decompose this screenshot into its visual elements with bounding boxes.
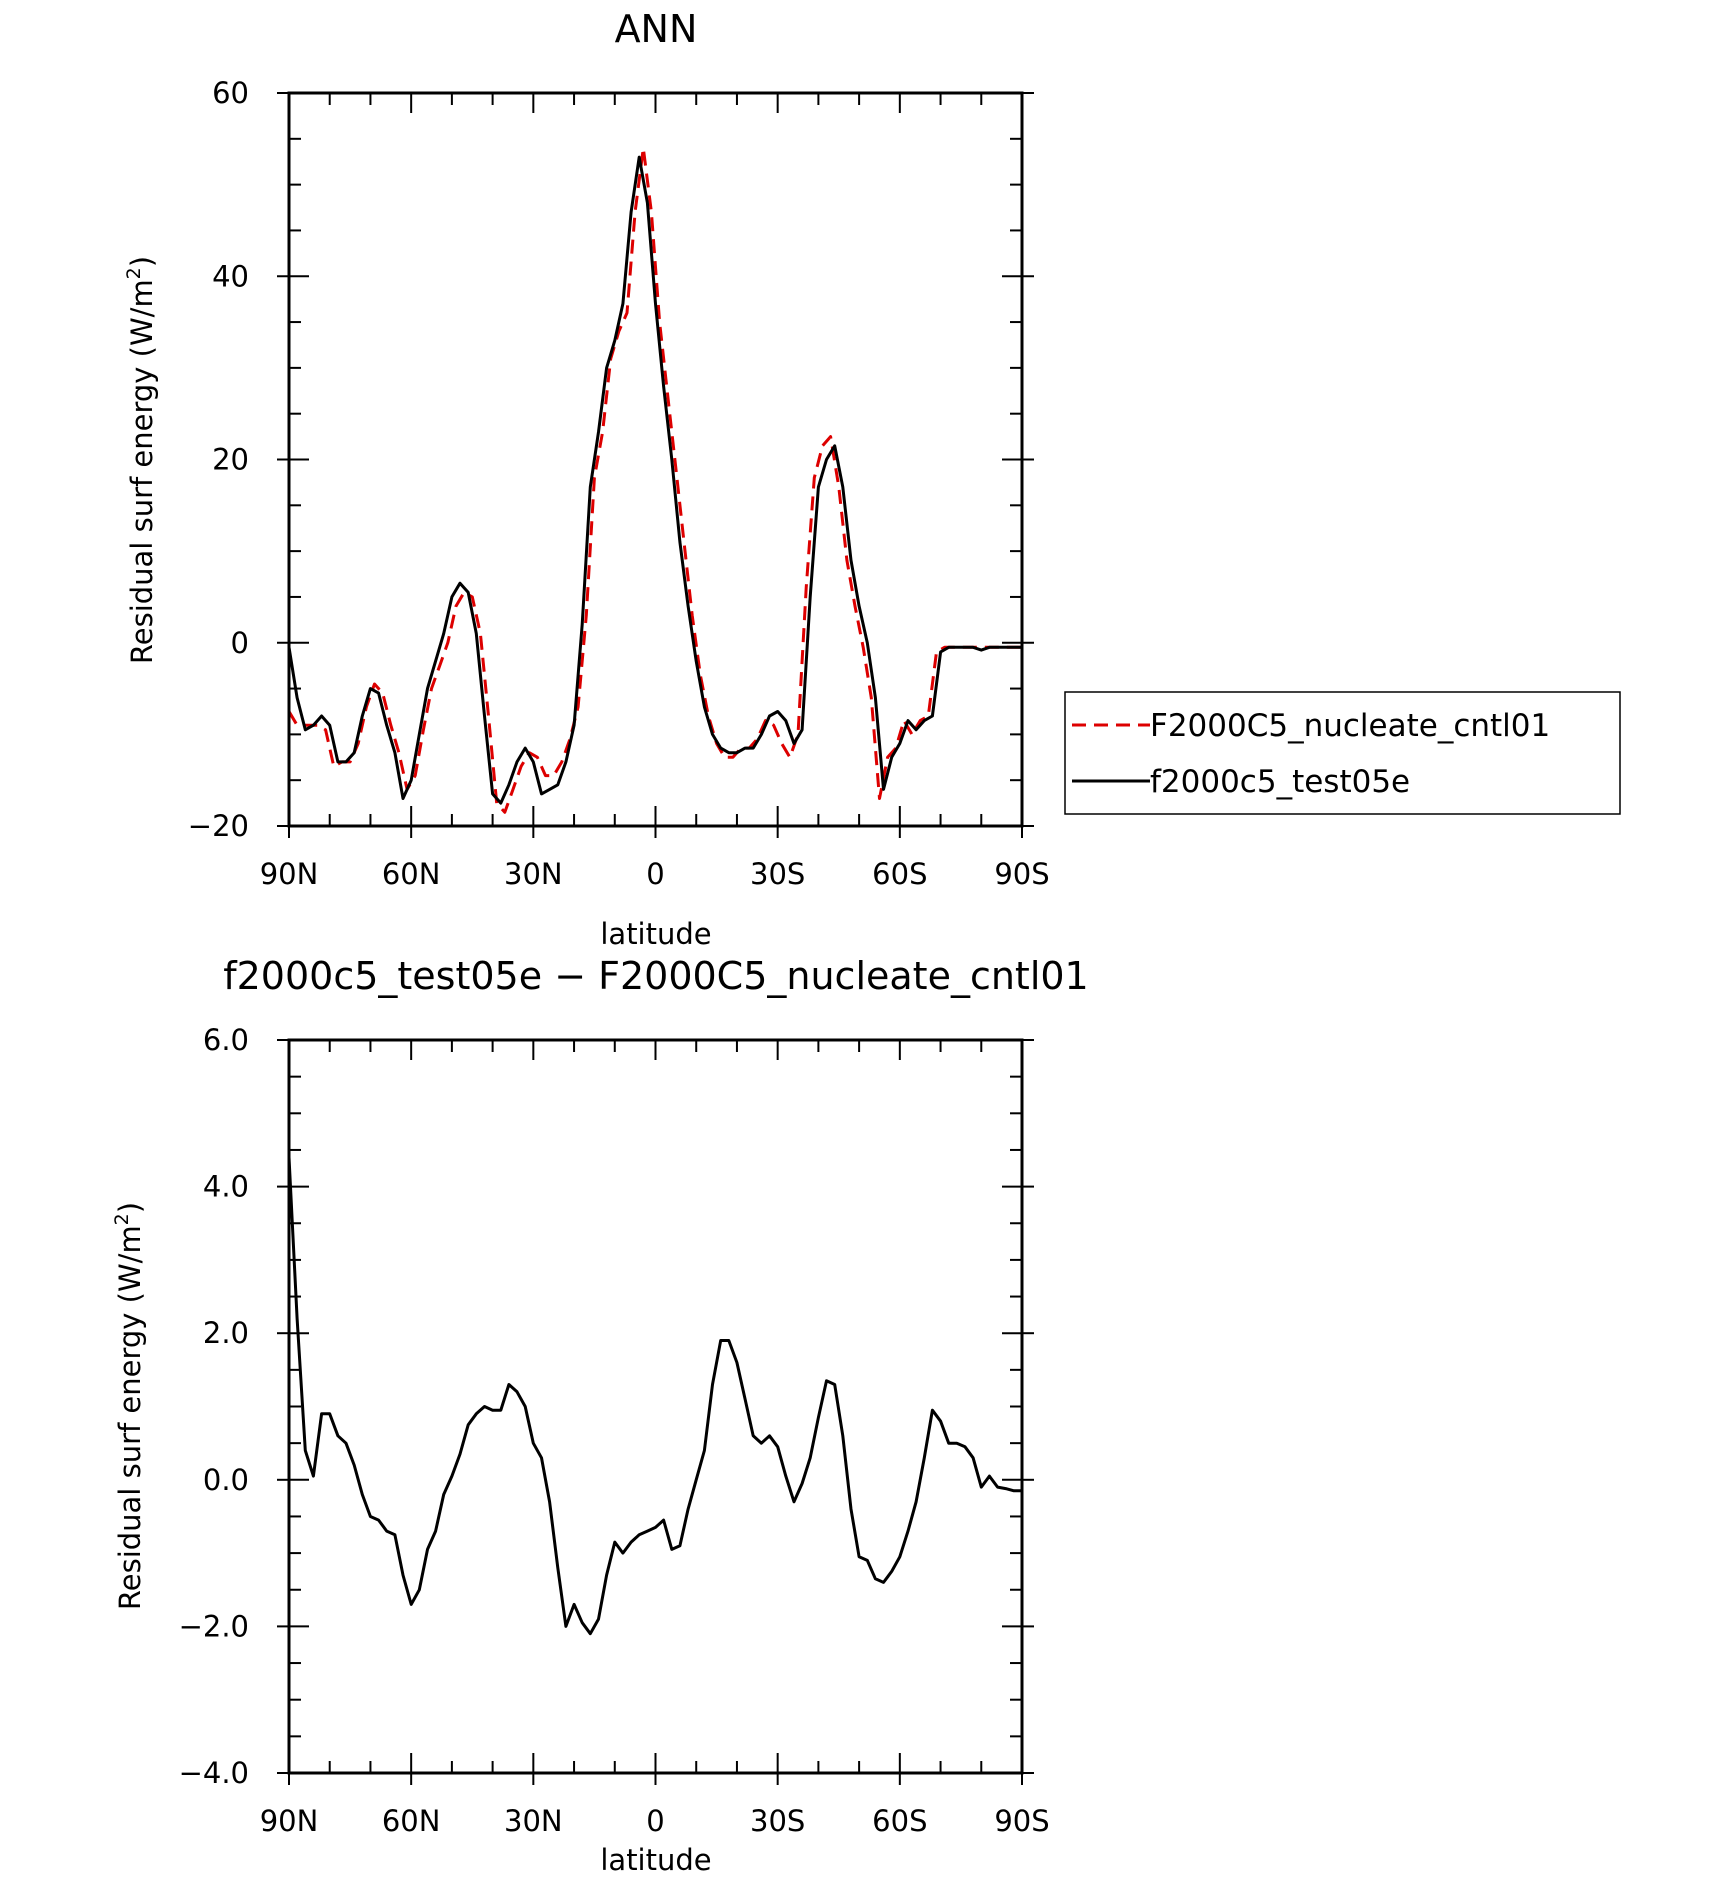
top-x-tick-labels: 90N 60N 30N 0 30S 60S 90S <box>260 857 1050 891</box>
bottom-x-axis-label: latitude <box>600 1843 711 1877</box>
top-series-line-f2000c5-test05e <box>287 155 1022 805</box>
bottom-tick-marks <box>277 1039 1034 1785</box>
top-x-axis-label: latitude <box>600 917 711 951</box>
top-plot-frame <box>287 91 1024 828</box>
bottom-x-tick-label: 60N <box>382 1804 441 1838</box>
top-tick-marks <box>277 92 1034 838</box>
bottom-series-layer <box>287 1157 1022 1636</box>
bottom-x-tick-label: 0 <box>646 1804 664 1838</box>
top-y-tick-label: 20 <box>212 443 249 477</box>
top-y-tick-label: 0 <box>231 626 249 660</box>
legend-label-cntl01: F2000C5_nucleate_cntl01 <box>1150 708 1550 744</box>
top-series-layer <box>287 146 1022 814</box>
bottom-y-tick-labels: −4.0 −2.0 0.0 2.0 4.0 6.0 <box>179 1023 249 1790</box>
bottom-x-tick-label: 90S <box>994 1804 1049 1838</box>
top-y-axis-label-main: Residual surf energy (W/m <box>125 279 159 664</box>
bottom-y-axis-label-main: Residual surf energy (W/m <box>113 1225 147 1610</box>
top-x-tick-label: 30N <box>504 857 563 891</box>
bottom-y-axis-label-close: ) <box>113 1202 147 1213</box>
top-chart-title: ANN <box>615 7 698 51</box>
legend: F2000C5_nucleate_cntl01 f2000c5_test05e <box>1064 691 1621 815</box>
bottom-y-tick-label: −2.0 <box>179 1609 249 1643</box>
bottom-y-tick-label: 6.0 <box>203 1023 249 1057</box>
top-y-tick-label: 60 <box>212 76 249 110</box>
bottom-series-line-difference <box>287 1157 1022 1636</box>
top-series-line-f2000c5-nucleate-cntl01 <box>287 146 1022 814</box>
bottom-y-tick-label: 2.0 <box>203 1316 249 1350</box>
top-y-axis-label-close: ) <box>125 256 159 267</box>
bottom-y-tick-label: 0.0 <box>203 1463 249 1497</box>
top-y-tick-label: 40 <box>212 259 249 293</box>
legend-label-test05e: f2000c5_test05e <box>1150 764 1410 800</box>
top-y-axis-label: Residual surf energy (W/m2) <box>123 256 159 664</box>
top-y-axis-label-sup: 2 <box>123 267 145 279</box>
top-x-tick-label: 90S <box>994 857 1049 891</box>
bottom-y-axis-label-sup: 2 <box>111 1213 133 1225</box>
bottom-x-tick-label: 30S <box>750 1804 805 1838</box>
bottom-x-tick-label: 90N <box>260 1804 319 1838</box>
top-y-tick-labels: −20 0 20 40 60 <box>188 76 249 843</box>
top-panel: ANN 90N 60N 30N 0 30S 60S 90S −20 0 20 40 60 latit… <box>123 7 1621 951</box>
top-x-tick-label: 30S <box>750 857 805 891</box>
bottom-y-axis-label: Residual surf energy (W/m2) <box>111 1202 147 1610</box>
bottom-y-tick-label: 4.0 <box>203 1170 249 1204</box>
top-x-tick-label: 0 <box>646 857 664 891</box>
legend-box <box>1064 691 1621 815</box>
top-y-tick-label: −20 <box>188 809 249 843</box>
bottom-panel: f2000c5_test05e − F2000C5_nucleate_cntl0… <box>111 954 1089 1877</box>
bottom-plot-frame <box>287 1038 1024 1775</box>
bottom-x-tick-label: 30N <box>504 1804 563 1838</box>
top-x-tick-label: 60N <box>382 857 441 891</box>
bottom-chart-title: f2000c5_test05e − F2000C5_nucleate_cntl0… <box>223 954 1088 998</box>
bottom-y-tick-label: −4.0 <box>179 1756 249 1790</box>
bottom-x-tick-label: 60S <box>872 1804 927 1838</box>
top-x-tick-label: 90N <box>260 857 319 891</box>
bottom-x-tick-labels: 90N 60N 30N 0 30S 60S 90S <box>260 1804 1050 1838</box>
top-x-tick-label: 60S <box>872 857 927 891</box>
